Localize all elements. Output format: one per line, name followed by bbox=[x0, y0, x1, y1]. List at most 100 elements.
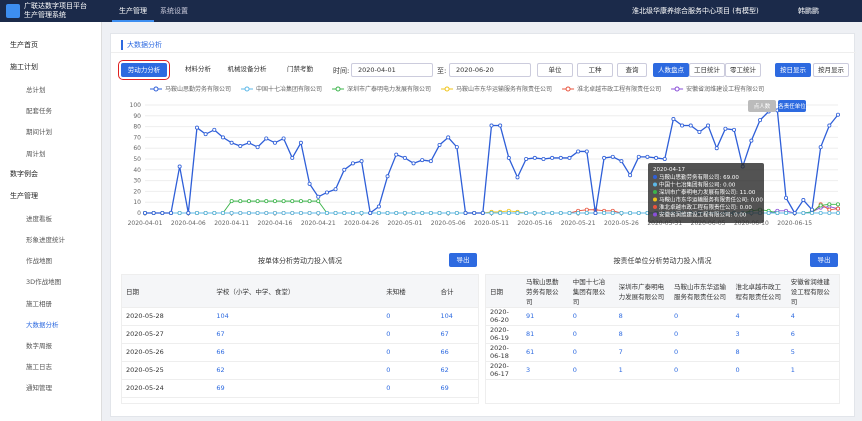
submenu-item[interactable]: 3D作战地图 bbox=[26, 278, 62, 287]
date-input[interactable]: 2020-04-01 bbox=[351, 63, 433, 77]
tooltip-row: 马鞍山市东华运输服务有限责任公司: 0.00 bbox=[659, 196, 763, 204]
point bbox=[428, 159, 433, 164]
point bbox=[307, 199, 312, 204]
point bbox=[290, 199, 295, 204]
analysis-tab[interactable]: 机械设备分析 bbox=[219, 63, 275, 77]
submenu-item[interactable]: 大数据分析 bbox=[26, 320, 59, 329]
point bbox=[437, 142, 442, 147]
stat-tab[interactable]: 人数盘点 bbox=[653, 63, 689, 77]
menu-item[interactable]: 施工计划 bbox=[10, 63, 38, 71]
point bbox=[576, 149, 581, 154]
column-header: 日期 bbox=[486, 275, 522, 308]
date-input[interactable]: 2020-06-20 bbox=[449, 63, 531, 77]
submenu-item[interactable]: 总计划 bbox=[26, 86, 46, 94]
cell: 104 bbox=[212, 307, 383, 326]
cell: 0 bbox=[731, 361, 787, 380]
menu-item[interactable]: 生产首页 bbox=[10, 41, 38, 49]
y-tick-label: 90 bbox=[133, 113, 141, 120]
legend-label: 深圳市广泰明电力发展有限公司 bbox=[347, 85, 431, 93]
submenu-item[interactable]: 进度看板 bbox=[26, 214, 52, 223]
submenu-item[interactable]: 施工相册 bbox=[26, 299, 52, 308]
point bbox=[342, 210, 347, 215]
display-tab[interactable]: 按月显示 bbox=[813, 63, 849, 77]
cell: 61 bbox=[522, 343, 569, 362]
submenu-item[interactable]: 通知管理 bbox=[26, 384, 52, 393]
submenu-item[interactable]: 作战地图 bbox=[26, 257, 52, 266]
table-row: 2020-05-27 67 0 67 bbox=[122, 325, 478, 344]
point bbox=[602, 210, 607, 215]
column-header: 深圳市广泰明电力发展有限公司 bbox=[614, 275, 670, 308]
analysis-tab[interactable]: 劳动力分析 bbox=[118, 60, 170, 80]
point bbox=[203, 132, 208, 137]
menu-item[interactable]: 数字例会 bbox=[10, 169, 38, 178]
unit-select[interactable]: 单位 bbox=[537, 63, 573, 77]
export-button[interactable]: 导出 bbox=[810, 253, 838, 267]
point bbox=[749, 138, 754, 143]
submenu-item[interactable]: 形象进度统计 bbox=[26, 236, 65, 244]
point bbox=[420, 210, 425, 215]
point bbox=[584, 149, 589, 154]
point bbox=[593, 210, 598, 215]
tooltip-swatch bbox=[653, 182, 657, 187]
cell: 3 bbox=[731, 325, 787, 344]
stat-tab[interactable]: 工日统计 bbox=[689, 63, 725, 77]
point bbox=[671, 117, 676, 122]
nav-tab[interactable]: 系统设置 bbox=[160, 7, 188, 15]
point bbox=[498, 210, 503, 215]
cell: 66 bbox=[436, 343, 478, 362]
submenu-item[interactable]: 配套任务 bbox=[26, 107, 52, 116]
query-button[interactable]: 查询 bbox=[617, 63, 647, 77]
legend-label: 马鞍山思勤劳务有限公司 bbox=[165, 85, 231, 93]
point bbox=[463, 210, 468, 215]
column-header: 淮北卓越市政工程有限责任公司 bbox=[731, 275, 787, 308]
cell: 67 bbox=[212, 325, 383, 344]
point bbox=[307, 210, 312, 215]
menu-item[interactable]: 生产管理 bbox=[10, 191, 38, 200]
point bbox=[194, 210, 199, 215]
submenu-item[interactable]: 周计划 bbox=[26, 149, 46, 158]
point bbox=[359, 159, 364, 164]
point bbox=[550, 155, 555, 160]
point bbox=[680, 123, 685, 128]
submenu-item[interactable]: 期间计划 bbox=[26, 128, 52, 137]
point bbox=[801, 210, 806, 215]
submenu-item[interactable]: 施工日志 bbox=[26, 363, 52, 372]
tooltip-title: 2020-04-17 bbox=[653, 167, 685, 173]
point bbox=[532, 210, 537, 215]
x-tick-label: 2020-05-16 bbox=[517, 220, 552, 227]
analysis-tab[interactable]: 材料分析 bbox=[175, 63, 221, 77]
point bbox=[186, 210, 191, 215]
trade-select[interactable]: 工种 bbox=[577, 63, 613, 77]
stat-tab[interactable]: 零工统计 bbox=[725, 63, 761, 77]
cell: 81 bbox=[522, 325, 569, 344]
point bbox=[827, 202, 832, 207]
point bbox=[350, 210, 355, 215]
point bbox=[212, 210, 217, 215]
table-row: 2020-06-20 91 0 8 0 4 4 bbox=[486, 307, 839, 326]
point bbox=[524, 157, 529, 162]
point bbox=[394, 210, 399, 215]
point bbox=[836, 206, 841, 211]
point bbox=[264, 210, 269, 215]
y-tick-label: 20 bbox=[133, 188, 141, 195]
nav-tab[interactable]: 生产管理 bbox=[112, 0, 154, 22]
y-tick-label: 50 bbox=[133, 156, 141, 163]
point bbox=[177, 164, 182, 169]
time-label: 时间: bbox=[333, 67, 350, 75]
cell: 0 bbox=[382, 343, 437, 362]
column-header: 未知楼 bbox=[382, 275, 437, 308]
point bbox=[229, 210, 234, 215]
display-tab[interactable]: 按日显示 bbox=[775, 63, 811, 77]
point bbox=[636, 154, 641, 159]
cell: 0 bbox=[382, 361, 437, 380]
analysis-tab[interactable]: 门禁考勤 bbox=[277, 63, 323, 77]
cell: 0 bbox=[669, 343, 732, 362]
table: 日期 马鞍山思勤劳务有限公司 中国十七冶集团有限公司 深圳市广泰明电力发展有限公司 马鞍… bbox=[485, 274, 840, 404]
point bbox=[255, 199, 260, 204]
user[interactable]: 韩鹏鹏 bbox=[798, 7, 819, 15]
point bbox=[489, 123, 494, 128]
point bbox=[446, 135, 451, 140]
submenu-item[interactable]: 数字周报 bbox=[26, 342, 52, 350]
export-button[interactable]: 导出 bbox=[449, 253, 477, 267]
project-select[interactable]: 淮北级华康养综合服务中心项目 (有模型) bbox=[632, 7, 759, 15]
